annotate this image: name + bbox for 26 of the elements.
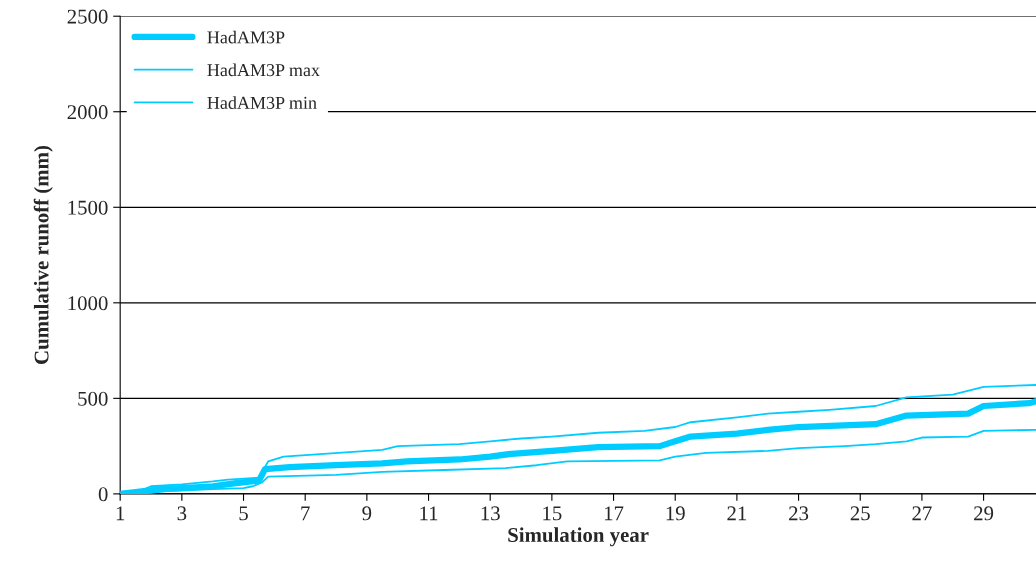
x-axis-title: Simulation year <box>508 527 649 547</box>
legend-label: HadAM3P <box>207 30 285 44</box>
x-tick-label: 17 <box>604 506 624 521</box>
y-tick-label: 2000 <box>67 105 108 120</box>
x-tick-label: 11 <box>420 506 438 521</box>
x-tick-label: 13 <box>481 506 500 521</box>
x-tick-label: 21 <box>727 506 747 521</box>
y-tick-label: 0 <box>98 487 108 502</box>
x-tick-label: 19 <box>666 506 685 521</box>
y-axis-title: Cumulative runoff (mm) <box>33 146 53 364</box>
x-tick-label: 5 <box>239 506 248 521</box>
x-tick-label: 9 <box>362 506 372 521</box>
x-tick-label: 3 <box>177 506 187 521</box>
x-tick-label: 15 <box>543 506 562 521</box>
y-tick-label: 1500 <box>68 200 108 215</box>
x-tick-label: 27 <box>912 506 932 521</box>
x-tick-label: 29 <box>974 506 994 521</box>
x-tick-label: 25 <box>850 506 870 521</box>
x-tick-label: 1 <box>116 506 125 521</box>
legend-label: HadAM3P min <box>207 96 317 109</box>
y-tick-label: 500 <box>78 391 108 406</box>
x-tick-label: 7 <box>301 506 310 521</box>
legend-label: HadAM3P max <box>207 63 320 77</box>
y-tick-label: 1000 <box>68 296 108 311</box>
x-tick-label: 23 <box>789 506 809 521</box>
y-tick-label: 2500 <box>67 9 108 24</box>
